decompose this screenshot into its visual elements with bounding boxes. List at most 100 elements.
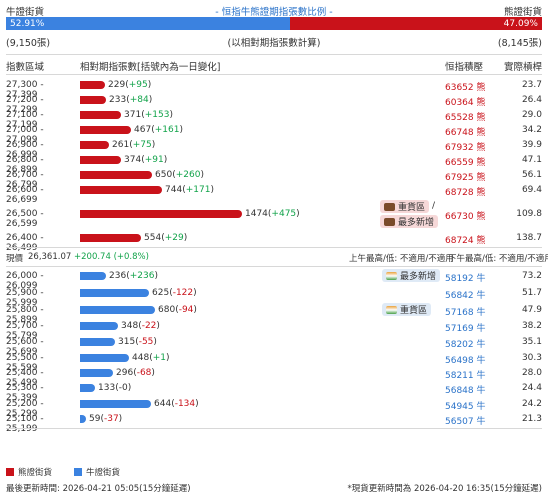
leverage-value: 69.4 <box>521 185 542 195</box>
bear-amount-bar <box>80 210 242 218</box>
range-label: 26,600 - 26,699 <box>6 185 44 205</box>
range-label: 25,200 - 25,299 <box>6 399 44 419</box>
divider <box>6 74 542 75</box>
pm-high-low: 下午最高/低: 不適用/不適用 <box>448 254 548 264</box>
legend-bull-swatch <box>74 468 83 476</box>
bear-pct: 47.09% <box>503 18 538 29</box>
bull-amount-bar <box>80 415 86 423</box>
range-label: 27,200 - 27,299 <box>6 95 44 115</box>
leverage-value: 39.9 <box>521 140 542 150</box>
leverage-value: 109.8 <box>516 209 542 219</box>
amount-value: 625 <box>152 288 170 298</box>
amount-change: +75 <box>132 140 152 150</box>
bear-icon <box>384 217 395 226</box>
ref-level: 56507 牛 <box>445 417 486 427</box>
divider <box>6 428 542 429</box>
amount-value: 680 <box>158 305 176 315</box>
bear-amount-bar <box>80 141 109 149</box>
bear-icon <box>384 202 395 211</box>
leverage-value: 47.9 <box>521 305 542 315</box>
bull-count: (9,150張) <box>6 38 51 49</box>
bull-amount-bar <box>80 384 95 392</box>
last-update: 最後更新時間: 2026-04-21 05:05(15分鐘延遲) <box>6 484 191 494</box>
count-note: (以相對期指張數計算) <box>227 38 321 49</box>
amount-change: -55 <box>138 337 154 347</box>
bear-amount-bar <box>80 111 121 119</box>
leverage-value: 26.4 <box>521 95 542 105</box>
range-label: 25,100 - 25,199 <box>6 414 44 434</box>
leverage-value: 23.7 <box>521 80 542 90</box>
range-label: 26,800 - 26,899 <box>6 155 44 175</box>
range-label: 26,500 - 26,599 <box>6 209 44 229</box>
table-row: 27,100 - 27,199 371(+153) 65528 熊 29.0 <box>6 109 542 130</box>
divider <box>6 266 542 267</box>
bull-amount-bar <box>80 338 115 346</box>
amount-label: 644(-134) <box>154 399 199 409</box>
col-ratio: 實際槓桿 <box>503 62 542 73</box>
amount-value: 59 <box>89 414 101 424</box>
bear-amount-bar <box>80 186 162 194</box>
amount-label: 348(-22) <box>121 321 160 331</box>
amount-label: 261(+75) <box>112 140 156 150</box>
bull-amount-bar <box>80 322 118 330</box>
amount-change: +171 <box>185 185 211 195</box>
amount-label: 133(-0) <box>98 383 132 393</box>
heavy-zone-label-bull: 重貨區 <box>400 306 428 316</box>
ref-level: 58192 牛 <box>445 274 486 284</box>
spot-update: *現貨更新時間為 2026-04-20 16:35(15分鐘延遲) <box>347 484 543 494</box>
most-added-badge-bull: 最多新增 <box>382 269 441 282</box>
amount-label: 1474(+475) <box>245 209 300 219</box>
amount-value: 133 <box>98 383 116 393</box>
leverage-value: 28.0 <box>521 368 542 378</box>
leverage-value: 30.3 <box>521 353 542 363</box>
amount-label: 744(+171) <box>165 185 214 195</box>
ref-level: 68728 熊 <box>445 188 486 198</box>
spot-price-row: 現價 26,361.07 +200.74 (+0.8%) 上午最高/低: 不適用… <box>6 252 548 264</box>
am-high-low: 上午最高/低: 不適用/不適用 <box>349 254 454 264</box>
amount-value: 348 <box>121 321 139 331</box>
spot-change: +200.74 (+0.8%) <box>74 252 149 262</box>
table-row: 26,000 - 26,099 236(+236) 58192 牛 73.2 <box>6 270 542 291</box>
table-row: 26,400 - 26,499 554(+29) 68724 熊 138.7 <box>6 232 542 253</box>
amount-value: 467 <box>134 125 152 135</box>
range-label: 25,800 - 25,899 <box>6 305 44 325</box>
spot-label: 現價 <box>6 254 24 264</box>
amount-label: 315(-55) <box>118 337 157 347</box>
bull-icon <box>386 305 397 314</box>
table-row: 26,500 - 26,599 1474(+475) 66730 熊 109.8 <box>6 208 542 229</box>
most-added-label: 最多新增 <box>398 218 435 228</box>
bear-amount-bar <box>80 156 121 164</box>
amount-label: 236(+236) <box>109 271 158 281</box>
amount-label: 296(-68) <box>116 368 155 378</box>
ref-level: 66748 熊 <box>445 128 486 138</box>
spot-value: 26,361.07 <box>28 252 72 262</box>
leverage-value: 21.3 <box>521 414 542 424</box>
col-range: 指數區域 <box>6 62 45 73</box>
table-header: 指數區域 相對期指張數[括號內為一日變化] 恒指積壓 實際槓桿 <box>6 59 542 73</box>
ref-level: 56498 牛 <box>445 356 486 366</box>
amount-value: 744 <box>165 185 183 195</box>
amount-value: 233 <box>109 95 127 105</box>
range-label: 25,300 - 25,399 <box>6 383 44 403</box>
amount-label: 554(+29) <box>144 233 188 243</box>
bear-amount-bar <box>80 81 105 89</box>
table-row: 26,900 - 26,999 261(+75) 67932 熊 39.9 <box>6 139 542 160</box>
amount-change: +84 <box>129 95 149 105</box>
ref-level: 67932 熊 <box>445 143 486 153</box>
leverage-value: 138.7 <box>516 233 542 243</box>
ref-level: 58202 牛 <box>445 340 486 350</box>
header: 牛證街貨 - 恒指牛熊證期指張數比例 - 熊證街貨 <box>6 4 542 18</box>
ref-level: 58211 牛 <box>445 371 486 381</box>
bear-outstanding-label: 熊證街貨 <box>503 7 542 18</box>
amount-change: +236 <box>129 271 155 281</box>
ref-level: 56848 牛 <box>445 386 486 396</box>
amount-value: 236 <box>109 271 127 281</box>
table-row: 26,700 - 26,799 650(+260) 67925 熊 56.1 <box>6 169 542 190</box>
table-row: 25,900 - 25,999 625(-122) 56842 牛 51.7 <box>6 287 542 308</box>
heavy-zone-badge-bull: 重貨區 <box>382 303 432 316</box>
amount-change: -94 <box>178 305 194 315</box>
amount-label: 467(+161) <box>134 125 183 135</box>
range-label: 26,000 - 26,099 <box>6 271 44 291</box>
bull-amount-bar <box>80 306 155 314</box>
leverage-value: 47.1 <box>521 155 542 165</box>
